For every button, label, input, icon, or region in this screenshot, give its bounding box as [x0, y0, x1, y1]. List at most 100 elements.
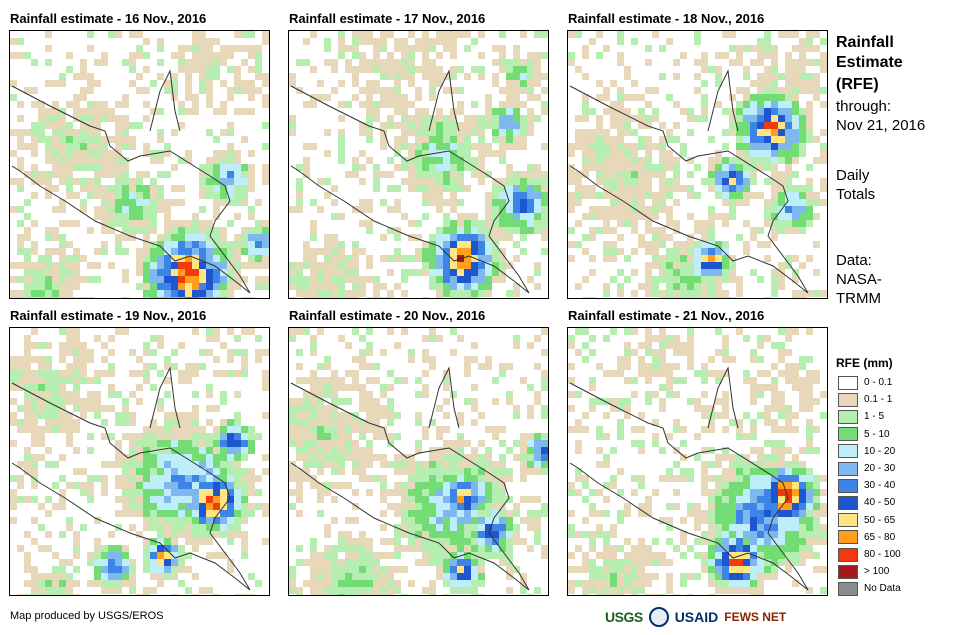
raster-cell: [764, 496, 771, 503]
raster-cell: [324, 59, 331, 66]
raster-cell: [394, 143, 401, 150]
raster-cell: [589, 398, 596, 405]
raster-cell: [394, 461, 401, 468]
raster-cell: [171, 545, 178, 552]
raster-cell: [115, 185, 122, 192]
raster-cell: [729, 503, 736, 510]
raster-cell: [303, 276, 310, 283]
raster-cell: [743, 454, 750, 461]
raster-cell: [352, 538, 359, 545]
raster-cell: [31, 122, 38, 129]
raster-cell: [520, 101, 527, 108]
raster-cell: [708, 136, 715, 143]
raster-cell: [150, 192, 157, 199]
raster-cell: [764, 213, 771, 220]
raster-cell: [394, 566, 401, 573]
raster-cell: [568, 342, 575, 349]
raster-cell: [534, 227, 541, 234]
raster-cell: [499, 496, 506, 503]
raster-cell: [729, 566, 736, 573]
raster-cell: [317, 206, 324, 213]
raster-cell: [506, 227, 513, 234]
raster-cell: [192, 276, 199, 283]
raster-cell: [10, 80, 17, 87]
yucatan-coast: [149, 366, 181, 429]
raster-cell: [241, 234, 248, 241]
raster-cell: [729, 573, 736, 580]
raster-cell: [129, 220, 136, 227]
raster-cell: [373, 594, 380, 595]
raster-cell: [492, 531, 499, 538]
raster-cell: [757, 122, 764, 129]
raster-cell: [750, 192, 757, 199]
raster-cell: [31, 290, 38, 297]
rainfall-map-16nov: [9, 30, 270, 299]
raster-cell: [171, 412, 178, 419]
raster-cell: [415, 468, 422, 475]
raster-cell: [541, 234, 548, 241]
raster-cell: [429, 482, 436, 489]
raster-cell: [813, 31, 820, 38]
raster-cell: [778, 87, 785, 94]
raster-cell: [73, 363, 80, 370]
raster-cell: [324, 255, 331, 262]
raster-cell: [429, 363, 436, 370]
raster-cell: [52, 227, 59, 234]
raster-cell: [757, 129, 764, 136]
raster-cell: [303, 241, 310, 248]
raster-cell: [443, 87, 450, 94]
raster-cell: [122, 419, 129, 426]
raster-cell: [45, 363, 52, 370]
raster-cell: [38, 433, 45, 440]
raster-cell: [820, 101, 827, 108]
raster-cell: [429, 283, 436, 290]
raster-cell: [199, 269, 206, 276]
raster-cell: [220, 297, 227, 298]
raster-cell: [241, 440, 248, 447]
raster-cell: [255, 248, 262, 255]
raster-cell: [659, 342, 666, 349]
raster-cell: [157, 171, 164, 178]
raster-cell: [631, 164, 638, 171]
raster-cell: [171, 468, 178, 475]
raster-cell: [213, 136, 220, 143]
raster-cell: [478, 269, 485, 276]
raster-cell: [185, 262, 192, 269]
raster-cell: [352, 164, 359, 171]
raster-cell: [73, 405, 80, 412]
raster-cell: [317, 419, 324, 426]
raster-cell: [631, 594, 638, 595]
raster-cell: [799, 129, 806, 136]
raster-cell: [310, 545, 317, 552]
raster-cell: [359, 384, 366, 391]
raster-cell: [94, 545, 101, 552]
raster-cell: [778, 545, 785, 552]
raster-cell: [450, 45, 457, 52]
raster-cell: [506, 468, 513, 475]
raster-cell: [596, 363, 603, 370]
raster-cell: [422, 157, 429, 164]
raster-cell: [680, 290, 687, 297]
raster-cell: [436, 164, 443, 171]
raster-cell: [115, 573, 122, 580]
raster-cell: [345, 426, 352, 433]
rainfall-raster: [10, 328, 269, 595]
raster-cell: [380, 538, 387, 545]
raster-cell: [464, 150, 471, 157]
raster-cell: [289, 73, 296, 80]
raster-cell: [324, 290, 331, 297]
raster-cell: [582, 52, 589, 59]
raster-cell: [192, 510, 199, 517]
raster-cell: [220, 185, 227, 192]
raster-cell: [380, 426, 387, 433]
raster-cell: [80, 206, 87, 213]
raster-cell: [303, 59, 310, 66]
raster-cell: [255, 335, 262, 342]
raster-cell: [771, 426, 778, 433]
raster-cell: [17, 178, 24, 185]
raster-cell: [520, 171, 527, 178]
raster-cell: [701, 517, 708, 524]
raster-cell: [722, 517, 729, 524]
raster-cell: [94, 566, 101, 573]
raster-cell: [59, 122, 66, 129]
